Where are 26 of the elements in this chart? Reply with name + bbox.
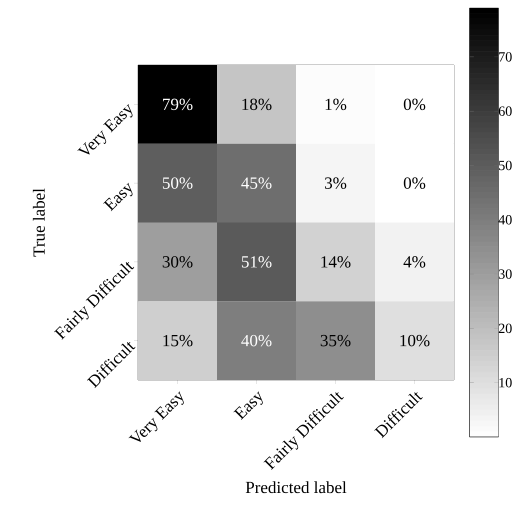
color-bar-label: 50: [499, 160, 512, 170]
x-axis-title: Predicted label: [246, 481, 346, 494]
data-label: 40%: [241, 334, 272, 346]
data-label: 50%: [162, 177, 193, 189]
color-bar-label: 20: [498, 324, 512, 334]
x-tick-label: Easy: [233, 391, 263, 420]
data-label: 79%: [163, 98, 193, 110]
color-bar-label: 10: [499, 378, 512, 388]
y-axis-title: True label: [32, 188, 45, 257]
data-label: 35%: [320, 334, 351, 346]
data-label: 0%: [404, 98, 426, 110]
data-label: 3%: [324, 177, 346, 189]
data-label: 4%: [404, 256, 426, 268]
data-label: 18%: [242, 98, 272, 110]
color-bar-label: 40: [498, 215, 512, 224]
color-bar-label: 70: [499, 52, 512, 62]
data-label: 45%: [241, 177, 272, 189]
data-label: 0%: [404, 177, 426, 189]
data-label: 51%: [242, 256, 272, 268]
data-label: 30%: [162, 256, 193, 268]
data-label: 1%: [326, 98, 346, 110]
data-label: 15%: [163, 334, 193, 346]
color-bar-label: 30: [498, 269, 512, 279]
data-label: 14%: [321, 256, 351, 268]
data-label: 10%: [400, 334, 430, 346]
color-bar-label: 60: [498, 106, 512, 116]
